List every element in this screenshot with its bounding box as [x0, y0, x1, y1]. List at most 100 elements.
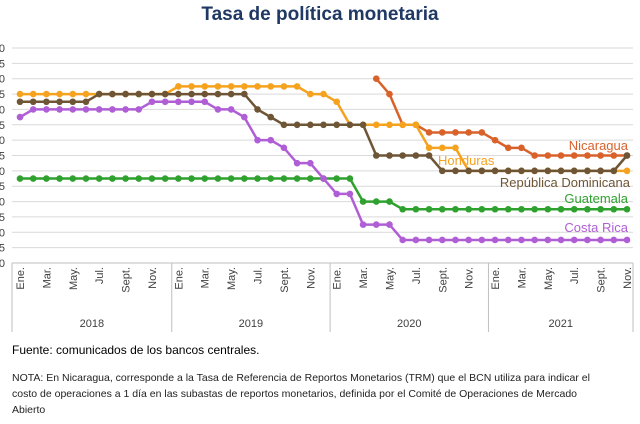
point — [425, 129, 433, 136]
point — [214, 90, 222, 98]
point — [280, 121, 288, 129]
point — [16, 113, 24, 121]
point — [227, 83, 235, 90]
y-tick-label: 7.0 — [0, 43, 5, 55]
point — [82, 90, 90, 98]
point — [491, 136, 499, 144]
y-tick-label: 4.5 — [0, 120, 5, 132]
point — [452, 205, 459, 213]
point — [438, 144, 446, 152]
series-label: Costa Rica — [564, 220, 628, 235]
point — [56, 175, 63, 182]
y-tick-label: 6.0 — [0, 74, 5, 86]
point — [267, 175, 275, 182]
point — [95, 106, 103, 113]
point — [95, 90, 103, 98]
point — [201, 83, 209, 90]
x-tick-label: Mar. — [516, 267, 528, 288]
x-tick-label: Ene. — [173, 267, 185, 290]
point — [425, 236, 433, 244]
point — [386, 90, 393, 98]
point — [504, 144, 512, 152]
point — [29, 106, 37, 113]
point — [610, 205, 618, 213]
point — [438, 205, 446, 213]
point — [227, 106, 235, 113]
point — [597, 167, 604, 175]
point — [584, 152, 591, 159]
series-label: Guatemala — [564, 191, 628, 206]
point — [491, 236, 499, 244]
point — [610, 236, 618, 244]
point — [109, 175, 116, 182]
x-tick-label: May. — [543, 267, 555, 290]
point — [148, 98, 156, 106]
point — [518, 205, 525, 213]
point — [386, 221, 393, 228]
point — [320, 121, 327, 129]
point — [175, 175, 182, 182]
point — [597, 205, 604, 213]
point — [346, 121, 354, 129]
point — [175, 90, 182, 98]
chart: Tasa de política monetaria 0.0 0.5 1.0 1.5 2… — [0, 4, 634, 332]
point — [293, 83, 301, 90]
point — [359, 198, 367, 205]
point — [570, 152, 578, 159]
source: Fuente: comunicados de los bancos centra… — [12, 343, 260, 357]
point — [56, 98, 63, 106]
point — [320, 90, 327, 98]
point — [452, 167, 459, 175]
point — [188, 98, 195, 106]
x-tick-label: Mar. — [358, 267, 370, 288]
point — [56, 106, 63, 113]
point — [570, 167, 578, 175]
point — [438, 167, 446, 175]
year-label: 2018 — [80, 318, 104, 330]
point — [69, 98, 77, 106]
year-label: 2020 — [397, 318, 421, 330]
point — [95, 175, 103, 182]
point — [531, 167, 538, 175]
point — [399, 152, 406, 159]
y-tick-label: 2.0 — [0, 197, 5, 209]
point — [280, 83, 288, 90]
point — [623, 236, 631, 244]
point — [201, 175, 209, 182]
point — [29, 90, 37, 98]
point — [491, 205, 499, 213]
point — [584, 236, 591, 244]
point — [333, 121, 340, 129]
point — [425, 205, 433, 213]
point — [412, 205, 420, 213]
point — [16, 175, 24, 182]
point — [518, 167, 525, 175]
point — [544, 205, 552, 213]
point — [148, 175, 156, 182]
point — [518, 144, 525, 152]
y-tick-label: 5.0 — [0, 104, 5, 116]
point — [122, 175, 129, 182]
point — [346, 175, 354, 182]
point — [465, 129, 472, 136]
point — [478, 129, 486, 136]
point — [161, 98, 169, 106]
point — [188, 175, 195, 182]
y-tick-label: 1.5 — [0, 212, 5, 224]
point — [69, 106, 77, 113]
point — [122, 106, 129, 113]
point — [122, 90, 129, 98]
point — [518, 236, 525, 244]
point — [557, 236, 565, 244]
point — [386, 152, 393, 159]
point — [597, 236, 604, 244]
x-tick-label: Ene. — [332, 267, 344, 290]
x-tick-label: Sept. — [121, 267, 133, 293]
point — [597, 152, 604, 159]
series-label: Nicaragua — [569, 138, 629, 153]
x-tick-label: May. — [384, 267, 396, 290]
x-tick-label: Jul. — [411, 267, 423, 284]
point — [623, 167, 631, 175]
point — [307, 121, 314, 129]
point — [43, 98, 50, 106]
